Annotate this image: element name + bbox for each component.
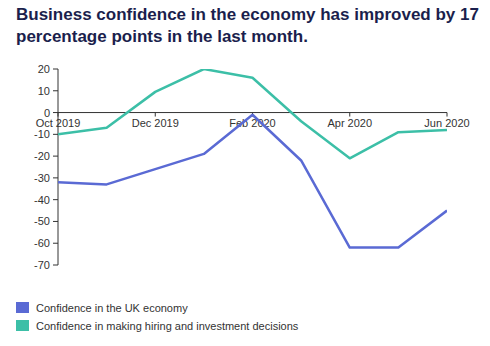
legend-swatch xyxy=(16,320,29,331)
y-tick xyxy=(53,69,58,70)
y-tick-label: 10 xyxy=(38,85,50,97)
y-tick xyxy=(53,156,58,157)
y-tick-label: -40 xyxy=(34,194,50,206)
y-tick-label: -50 xyxy=(34,215,50,227)
legend-label: Confidence in the UK economy xyxy=(36,302,188,314)
title: Business confidence in the economy has i… xyxy=(16,4,486,48)
y-tick xyxy=(53,243,58,244)
series-line xyxy=(58,115,447,248)
y-tick-label: 20 xyxy=(38,63,50,75)
legend-label: Confidence in making hiring and investme… xyxy=(36,320,299,332)
x-tick-label: Oct 2019 xyxy=(36,117,81,129)
y-tick-label: -30 xyxy=(34,172,50,184)
series-line xyxy=(58,69,447,158)
y-tick-label: -70 xyxy=(34,259,50,271)
x-tick-label: Jun 2020 xyxy=(424,117,469,129)
y-tick xyxy=(53,177,58,178)
y-tick-label: -10 xyxy=(34,128,50,140)
y-tick xyxy=(53,90,58,91)
y-tick-label: -60 xyxy=(34,237,50,249)
legend-swatch xyxy=(16,302,29,313)
plot-area xyxy=(58,69,447,248)
y-tick xyxy=(53,112,58,113)
x-tick-label: Dec 2019 xyxy=(132,117,179,129)
y-tick xyxy=(53,199,58,200)
y-tick xyxy=(53,221,58,222)
chart: 20100-10-20-30-40-50-60-70Oct 2019Dec 20… xyxy=(0,0,490,346)
y-tick xyxy=(53,134,58,135)
x-tick-label: Apr 2020 xyxy=(327,117,372,129)
y-tick-label: -20 xyxy=(34,150,50,162)
y-tick xyxy=(53,265,58,266)
y-axis xyxy=(58,69,59,265)
